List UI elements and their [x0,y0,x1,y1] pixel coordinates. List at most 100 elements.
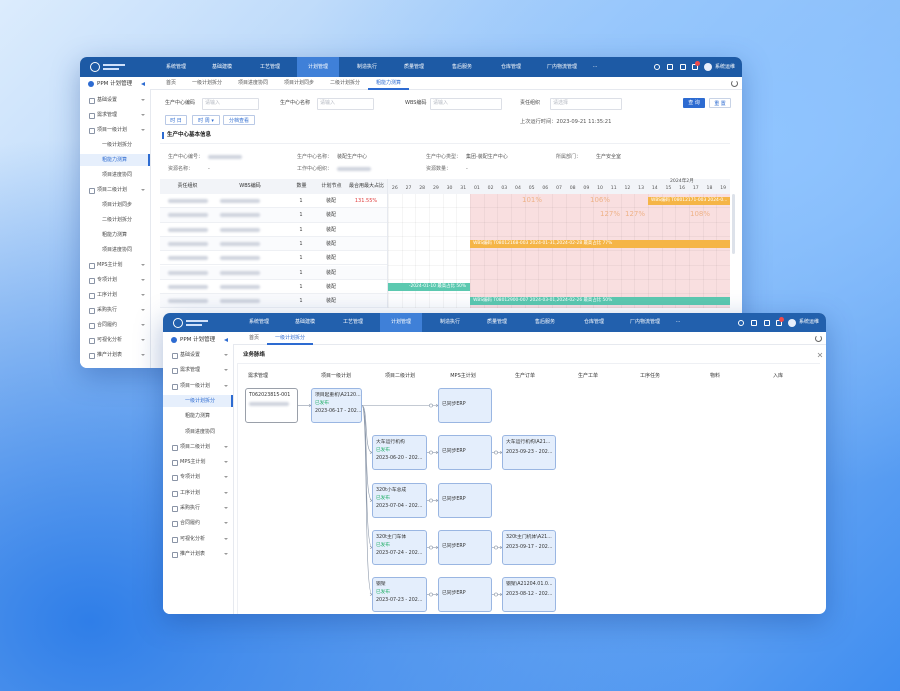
menu-item[interactable]: 项目二级计划 [97,187,128,193]
filter-input[interactable] [202,98,259,110]
menu-item[interactable]: 工序计划 [180,489,201,496]
submenu-item[interactable]: 一级计划拆分 [102,142,133,148]
connectors [297,403,503,597]
filter-label: 责任组织 [520,100,541,106]
flow-node[interactable] [372,577,427,612]
menu-item[interactable]: 合同履约 [180,520,201,527]
node-date: 2023-07-23 - 202... [376,598,423,603]
flow-node[interactable] [438,435,492,470]
search-button[interactable]: 查 询 [683,98,705,108]
tab[interactable]: 首页 [165,80,176,86]
flow-node[interactable] [438,577,492,612]
toolbar-button[interactable]: 分档查看 [223,115,255,125]
user-name[interactable]: 系统运维 [715,63,736,70]
connector-dot [429,545,433,550]
nav-item[interactable]: 基础建模 [294,319,316,325]
tab[interactable]: 一级计划拆分 [191,80,222,86]
menu-item[interactable]: 合同履约 [97,322,118,328]
menu-chevron [224,369,228,372]
toolbar-button[interactable]: 时 周 ▾ [192,115,220,125]
nav-item[interactable]: 质量管理 [486,319,508,325]
menu-item[interactable]: 项目二级计划 [180,443,211,450]
flow-node[interactable] [438,388,492,423]
nav-item[interactable]: 仓库管理 [583,319,605,325]
submenu-item[interactable]: 粗能力测算 [185,413,211,420]
nav-item[interactable]: 质量管理 [403,63,425,70]
load-percent: 127% [625,210,646,219]
menu-item[interactable]: 项目一级计划 [97,127,128,133]
flow-node[interactable] [311,388,362,423]
nav-item[interactable]: 工艺管理 [342,319,364,325]
menu-item[interactable]: 基础设置 [180,352,201,358]
toolbar-button[interactable]: 时 日 [165,115,187,125]
filter-input[interactable] [317,98,374,110]
submenu-item[interactable]: 项目计划同步 [102,202,133,208]
nav-item[interactable]: 计划管理 [307,63,329,70]
tab[interactable]: 二级计划拆分 [329,80,360,86]
menu-item[interactable]: 需求管理 [97,112,118,118]
menu-item[interactable]: MPS主计划 [97,262,123,268]
close-icon[interactable] [817,352,823,358]
flow-node[interactable] [438,483,492,518]
menu-item[interactable]: 推产计划表 [180,550,206,557]
nav-item[interactable]: 售后服务 [534,319,556,325]
submenu-item[interactable]: 一级计划拆分 [185,397,216,404]
menu-item[interactable]: 采购执行 [97,307,118,313]
submenu-item[interactable]: 项目进度协同 [102,247,133,253]
quantity-cell: 1 [299,298,303,305]
logo-mark [186,323,202,326]
submenu-item[interactable]: 项目进度协同 [185,428,216,435]
menu-item[interactable]: 工序计划 [97,292,118,298]
tab[interactable]: 一级计划拆分 [274,335,305,341]
nav-item[interactable]: 厂内物流管理 [629,319,661,325]
nav-item[interactable]: 计划管理 [390,319,412,325]
flow-node[interactable] [502,577,556,612]
nav-item[interactable]: 制造执行 [439,319,461,325]
tab[interactable]: 项目进度协同 [237,80,268,86]
menu-item[interactable]: 可视化分析 [97,337,123,343]
submenu-item[interactable]: 粗能力测算 [102,232,128,238]
reset-button[interactable]: 重 置 [709,98,731,108]
user-name[interactable]: 系统运维 [799,319,820,325]
flow-node[interactable] [372,483,427,518]
menu-item[interactable]: 项目一级计划 [180,382,211,389]
blurred-text [337,167,371,171]
menu-item[interactable]: 需求管理 [180,367,201,374]
flow-node[interactable] [502,530,556,565]
menu-item[interactable]: 推产计划表 [97,352,123,358]
tab[interactable]: 首页 [248,335,259,341]
nav-item[interactable]: 仓库管理 [500,63,522,70]
menu-item[interactable]: MPS主计划 [180,459,206,466]
nav-item[interactable]: 基础建模 [211,63,233,70]
nav-item[interactable]: ··· [592,63,598,70]
menu-item[interactable]: 基础设置 [97,97,118,103]
flow-node[interactable] [502,435,556,470]
flow-node[interactable] [372,530,427,565]
nav-item[interactable]: ··· [675,319,681,325]
submenu-item[interactable]: 二级计划拆分 [102,217,133,223]
filter-input[interactable] [550,98,622,110]
flow-node[interactable] [372,435,427,470]
nav-item[interactable]: 系统管理 [165,63,187,70]
menu-item[interactable]: 专项计划 [180,474,201,481]
filter-input[interactable] [430,98,502,110]
nav-item[interactable]: 厂内物流管理 [546,63,578,70]
flow-node[interactable] [438,530,492,565]
nav-item[interactable]: 系统管理 [248,319,270,325]
menu-item[interactable]: 专项计划 [97,277,118,283]
menu-chevron [224,476,228,479]
gantt-grid [579,194,581,309]
submenu-item[interactable]: 项目进度协同 [102,172,133,178]
menu-item[interactable]: 可视化分析 [180,535,206,542]
tab-bar [233,332,826,345]
info-value: 集团-装配生产中心 [466,154,508,160]
blurred-text [168,270,208,275]
nav-item[interactable]: 工艺管理 [259,63,281,70]
submenu-item[interactable]: 粗能力测算 [102,157,128,163]
nav-item[interactable]: 制造执行 [356,63,378,70]
tab[interactable]: 项目计划同步 [283,80,314,86]
tab[interactable]: 粗能力测算 [375,80,401,86]
menu-item[interactable]: 采购执行 [180,505,201,511]
nav-item[interactable]: 售后服务 [451,63,473,70]
menu-icon [89,278,95,284]
